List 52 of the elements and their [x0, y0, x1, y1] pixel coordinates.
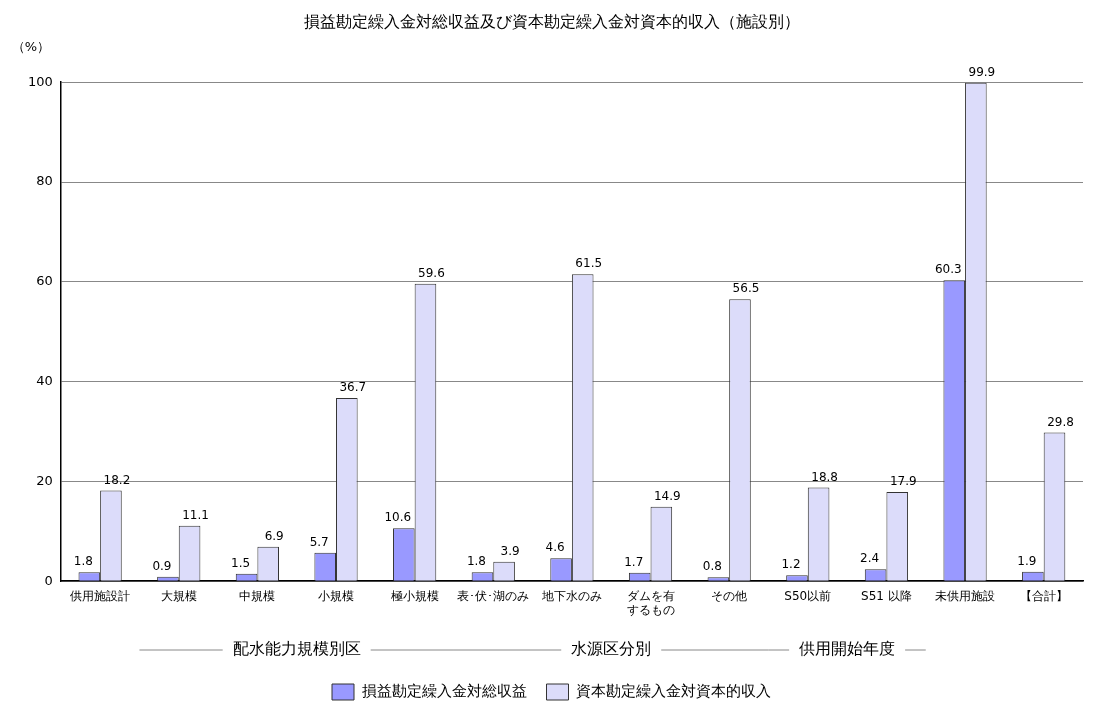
text: 配水能力規模別区: [232, 639, 361, 659]
data-label: 1.7: [624, 554, 644, 569]
data-label: 1.5: [231, 555, 251, 570]
x-tick-label: 供用施設計: [70, 588, 131, 603]
x-tick-label: S51 以降: [861, 588, 912, 603]
data-label: 5.7: [309, 534, 329, 549]
legend-label: 資本勘定繰入金対資本的収入: [576, 681, 771, 700]
y-tick-label: 0: [44, 572, 53, 588]
x-tick-label: 表･伏･湖のみ: [457, 588, 530, 603]
data-label: 10.6: [384, 510, 412, 525]
x-tick-label: 極小規模: [390, 588, 439, 603]
text: 水源区分別: [571, 639, 652, 659]
data-label: 2.4: [860, 551, 880, 566]
x-tick-label: その他: [711, 588, 748, 603]
data-label: 1.8: [73, 554, 93, 569]
data-label: 29.8: [1047, 414, 1074, 429]
data-label: 17.9: [889, 474, 917, 488]
x-tick-label: 大規模: [160, 588, 197, 603]
data-label: 61.5: [575, 256, 603, 271]
data-label: 99.9: [968, 64, 996, 79]
x-tick-label: 未供用施設: [935, 588, 996, 603]
data-label: 1.9: [1017, 553, 1037, 568]
x-tick-label: 小規模: [318, 588, 355, 603]
y-tick-label: 100: [27, 73, 53, 89]
y-tick-label: 60: [36, 273, 53, 289]
data-label: 0.8: [702, 559, 722, 574]
data-label: 1.2: [781, 557, 801, 572]
data-label: 59.6: [418, 265, 445, 280]
data-label: 18.2: [103, 472, 131, 487]
y-axis-title: （%）: [11, 38, 50, 54]
x-tick-label: 中規模: [239, 588, 276, 603]
text: 供用開始年度: [799, 639, 896, 659]
data-label: 11.1: [182, 507, 209, 522]
x-tick-label: 【合計】: [1019, 588, 1068, 603]
data-label: 14.9: [653, 488, 681, 503]
data-label: 36.7: [339, 380, 367, 395]
y-tick-label: 20: [36, 472, 53, 488]
data-label: 6.9: [264, 528, 284, 543]
data-label: 60.3: [934, 262, 962, 277]
data-label: 18.8: [811, 469, 838, 484]
data-label: 4.6: [545, 540, 565, 555]
x-tick-label: 地下水のみ: [540, 588, 602, 603]
legend-label: 損益勘定繰入金対総収益: [361, 681, 527, 700]
x-tick-label: S50以前: [784, 588, 832, 603]
data-label: 0.9: [152, 558, 172, 573]
chart-title: 損益勘定繰入金対総収益及び資本勘定繰入金対資本的収入（施設別）: [303, 11, 800, 31]
data-label: 1.8: [466, 554, 487, 569]
data-label: 56.5: [732, 281, 760, 296]
x-tick-label: ダムを有するもの: [626, 588, 675, 617]
data-label: 3.9: [500, 543, 520, 558]
y-tick-label: 40: [36, 372, 53, 388]
y-tick-label: 80: [36, 173, 53, 189]
